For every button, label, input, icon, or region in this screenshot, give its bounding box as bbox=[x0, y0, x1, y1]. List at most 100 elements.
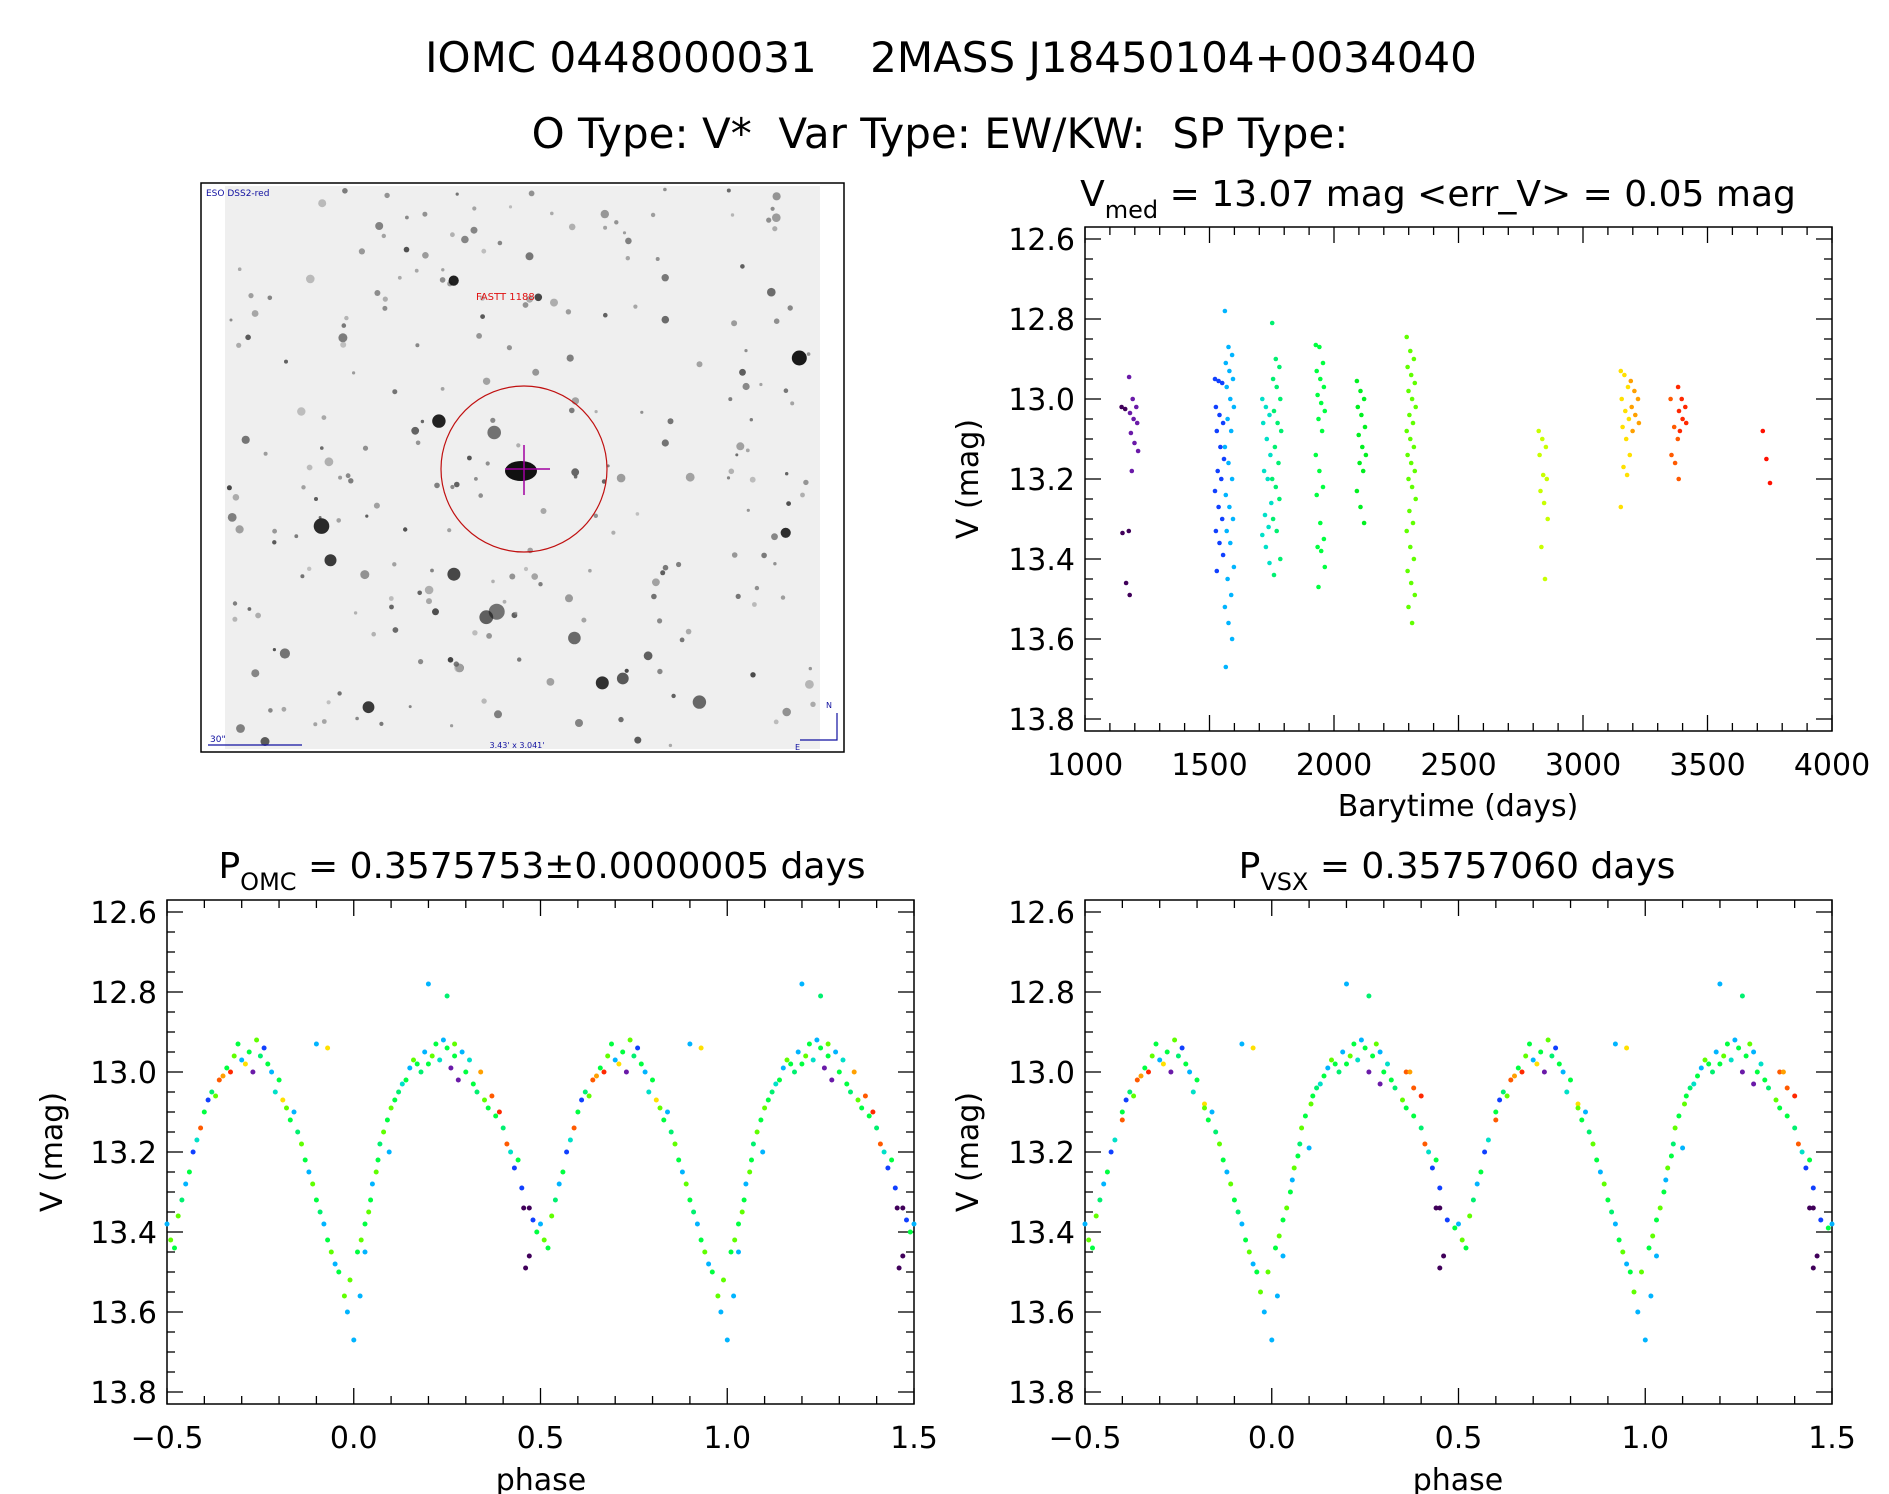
data-point bbox=[1538, 488, 1543, 494]
star bbox=[749, 476, 756, 483]
plot-frame bbox=[1084, 899, 1833, 1405]
data-point bbox=[620, 1049, 626, 1055]
data-point bbox=[1222, 444, 1228, 450]
data-point bbox=[1512, 1073, 1517, 1079]
data-point bbox=[1362, 424, 1368, 430]
star bbox=[565, 594, 573, 603]
title-rest: = 13.07 mag <err_V> = 0.05 mag bbox=[1158, 174, 1796, 215]
data-point bbox=[1149, 1053, 1155, 1059]
star bbox=[281, 706, 287, 712]
data-point bbox=[1799, 1149, 1805, 1155]
star bbox=[657, 668, 663, 675]
data-point bbox=[1361, 396, 1367, 402]
star bbox=[478, 493, 484, 498]
star bbox=[752, 602, 757, 607]
data-point bbox=[190, 1149, 196, 1155]
data-point bbox=[1743, 1053, 1749, 1059]
x-axis-label: phase bbox=[496, 1463, 587, 1494]
star bbox=[485, 461, 490, 466]
data-point bbox=[564, 1149, 570, 1155]
data-point bbox=[1355, 404, 1361, 410]
title-main: P bbox=[218, 846, 240, 887]
data-point bbox=[455, 1077, 461, 1083]
data-point bbox=[1164, 1049, 1170, 1055]
y-tick-label: 13.4 bbox=[90, 1216, 157, 1251]
star bbox=[657, 618, 663, 624]
data-point bbox=[1225, 576, 1230, 582]
star bbox=[342, 188, 348, 194]
star bbox=[454, 481, 460, 488]
data-point bbox=[336, 1269, 342, 1275]
data-point bbox=[616, 1061, 622, 1067]
data-point bbox=[500, 1125, 506, 1131]
star bbox=[260, 737, 270, 746]
star bbox=[403, 246, 410, 253]
data-point bbox=[1260, 420, 1266, 426]
title-subscript: med bbox=[1105, 196, 1158, 224]
y-tick-label: 13.6 bbox=[1008, 1296, 1075, 1331]
stars bbox=[226, 187, 816, 748]
star bbox=[603, 312, 608, 318]
star bbox=[341, 323, 347, 328]
data-point bbox=[1270, 376, 1276, 382]
data-point bbox=[1278, 428, 1284, 434]
data-point bbox=[198, 1125, 204, 1131]
data-point bbox=[302, 1157, 308, 1163]
star bbox=[405, 215, 409, 220]
x-tick-label: 0.0 bbox=[330, 1421, 378, 1456]
data-point bbox=[552, 1197, 558, 1203]
data-point bbox=[250, 1069, 256, 1075]
star bbox=[744, 349, 748, 353]
data-point bbox=[538, 1221, 543, 1227]
y-tick-label: 13.6 bbox=[90, 1296, 157, 1331]
data-point bbox=[1284, 1205, 1290, 1211]
data-point bbox=[1269, 500, 1274, 506]
data-point bbox=[1668, 396, 1673, 402]
data-point bbox=[280, 1097, 286, 1103]
data-point bbox=[246, 1049, 252, 1055]
data-point bbox=[422, 1049, 428, 1055]
data-point bbox=[1082, 1221, 1088, 1227]
data-point bbox=[459, 1049, 465, 1055]
data-point bbox=[1629, 404, 1634, 410]
data-point bbox=[1623, 436, 1629, 442]
y-tick-label: 12.6 bbox=[1008, 896, 1075, 931]
finder-chart-image: ESO DSS2-red FASTT 1188 30" 3.43' x 3.04… bbox=[200, 182, 845, 753]
star bbox=[403, 527, 408, 532]
data-point bbox=[1218, 444, 1223, 450]
data-point bbox=[493, 1113, 499, 1119]
star bbox=[546, 678, 555, 686]
star bbox=[740, 264, 745, 269]
x-tick-label: 1.5 bbox=[890, 1421, 938, 1456]
star bbox=[783, 388, 789, 394]
star bbox=[314, 497, 318, 501]
data-point bbox=[1263, 544, 1269, 550]
data-point bbox=[1754, 1069, 1760, 1075]
data-point bbox=[1243, 1237, 1249, 1243]
star bbox=[430, 568, 434, 573]
data-point bbox=[228, 1069, 233, 1075]
star bbox=[392, 627, 399, 633]
data-point bbox=[1223, 664, 1229, 670]
data-point bbox=[1276, 460, 1281, 466]
data-point bbox=[1220, 552, 1226, 558]
y-axis-label: V (mag) bbox=[951, 419, 986, 539]
data-point bbox=[1138, 1073, 1144, 1079]
data-point bbox=[1219, 516, 1225, 522]
data-point bbox=[1135, 448, 1141, 454]
star bbox=[340, 341, 347, 348]
star bbox=[603, 225, 608, 230]
data-point bbox=[1362, 1045, 1368, 1051]
star bbox=[382, 296, 388, 302]
star bbox=[791, 350, 807, 366]
data-point bbox=[1226, 460, 1231, 466]
star bbox=[422, 252, 429, 259]
star bbox=[655, 257, 660, 261]
data-point bbox=[1360, 468, 1366, 474]
data-point bbox=[1536, 428, 1541, 434]
star bbox=[472, 630, 478, 636]
data-point bbox=[1406, 604, 1411, 610]
star bbox=[279, 648, 290, 659]
data-point bbox=[1433, 1157, 1439, 1163]
